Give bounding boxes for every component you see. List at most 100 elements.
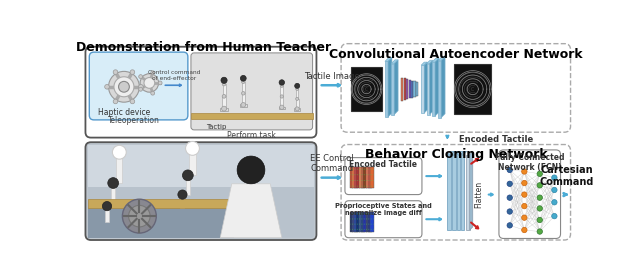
Circle shape [350, 169, 351, 170]
Polygon shape [438, 57, 445, 61]
Circle shape [352, 229, 353, 230]
Circle shape [357, 186, 358, 187]
Circle shape [357, 229, 358, 230]
Circle shape [241, 92, 245, 95]
Circle shape [366, 186, 367, 187]
Circle shape [139, 75, 143, 79]
Bar [296, 99, 299, 109]
Circle shape [359, 180, 360, 181]
Circle shape [130, 70, 135, 75]
Bar [88, 209, 234, 238]
Bar [294, 109, 300, 111]
Circle shape [122, 199, 156, 233]
Circle shape [357, 186, 358, 187]
Circle shape [359, 229, 360, 230]
FancyBboxPatch shape [345, 201, 422, 238]
Circle shape [350, 229, 351, 230]
Bar [222, 96, 226, 109]
Bar [371, 212, 374, 232]
Circle shape [350, 186, 351, 187]
Circle shape [114, 77, 134, 97]
Circle shape [357, 213, 358, 214]
Text: EE Control
Command: EE Control Command [310, 154, 354, 173]
Polygon shape [424, 62, 428, 113]
Bar [406, 79, 408, 99]
Bar [241, 93, 245, 105]
Circle shape [359, 229, 360, 230]
Circle shape [507, 181, 513, 187]
Circle shape [140, 74, 159, 92]
Bar [105, 206, 109, 222]
Bar [88, 144, 314, 187]
FancyBboxPatch shape [345, 158, 422, 195]
Circle shape [366, 169, 367, 170]
Circle shape [507, 209, 513, 214]
Polygon shape [391, 60, 398, 64]
Bar [365, 167, 369, 189]
Circle shape [373, 169, 374, 170]
Circle shape [357, 169, 358, 170]
Circle shape [364, 213, 365, 214]
Bar [364, 167, 367, 189]
Polygon shape [388, 58, 392, 117]
Circle shape [373, 186, 374, 187]
Circle shape [352, 186, 353, 187]
Bar [349, 167, 353, 189]
Circle shape [364, 229, 365, 230]
Circle shape [237, 156, 265, 184]
Bar [361, 167, 365, 189]
Circle shape [352, 180, 353, 181]
Circle shape [364, 180, 365, 181]
Text: Tactip: Tactip [206, 124, 227, 130]
Bar [354, 167, 358, 189]
Circle shape [144, 78, 155, 88]
Bar [438, 61, 441, 118]
Circle shape [352, 213, 353, 214]
Circle shape [296, 87, 299, 90]
Circle shape [552, 175, 557, 180]
Circle shape [295, 107, 300, 111]
Circle shape [366, 213, 367, 214]
Circle shape [186, 141, 200, 155]
Bar [280, 96, 284, 107]
Circle shape [139, 84, 143, 89]
Circle shape [537, 217, 543, 223]
Text: Demonstration from Human Teacher: Demonstration from Human Teacher [76, 41, 331, 54]
Circle shape [221, 77, 227, 83]
Circle shape [522, 192, 527, 197]
Circle shape [366, 213, 367, 214]
Circle shape [357, 213, 358, 214]
Circle shape [222, 82, 226, 86]
Circle shape [366, 180, 367, 181]
Circle shape [357, 180, 358, 181]
Bar [354, 212, 358, 232]
Circle shape [522, 180, 527, 186]
FancyBboxPatch shape [341, 144, 570, 240]
Circle shape [522, 227, 527, 233]
Circle shape [366, 186, 367, 187]
Text: Haptic device: Haptic device [98, 108, 150, 117]
FancyBboxPatch shape [90, 52, 188, 120]
Text: Encoded Tactile: Encoded Tactile [349, 160, 417, 169]
Polygon shape [394, 60, 398, 115]
Circle shape [357, 229, 358, 230]
Bar [447, 155, 451, 230]
Circle shape [279, 80, 285, 85]
Circle shape [522, 203, 527, 209]
Polygon shape [220, 184, 282, 238]
Bar [361, 212, 365, 232]
Bar [356, 212, 360, 232]
Circle shape [359, 169, 360, 170]
Bar [356, 167, 360, 189]
Circle shape [552, 213, 557, 219]
Circle shape [350, 180, 351, 181]
Bar [352, 212, 356, 232]
Circle shape [296, 97, 299, 100]
Circle shape [241, 75, 246, 81]
Circle shape [366, 180, 367, 181]
Bar [408, 80, 411, 98]
Circle shape [108, 178, 118, 189]
Bar [452, 155, 456, 230]
Bar [278, 107, 285, 109]
Polygon shape [435, 58, 439, 116]
